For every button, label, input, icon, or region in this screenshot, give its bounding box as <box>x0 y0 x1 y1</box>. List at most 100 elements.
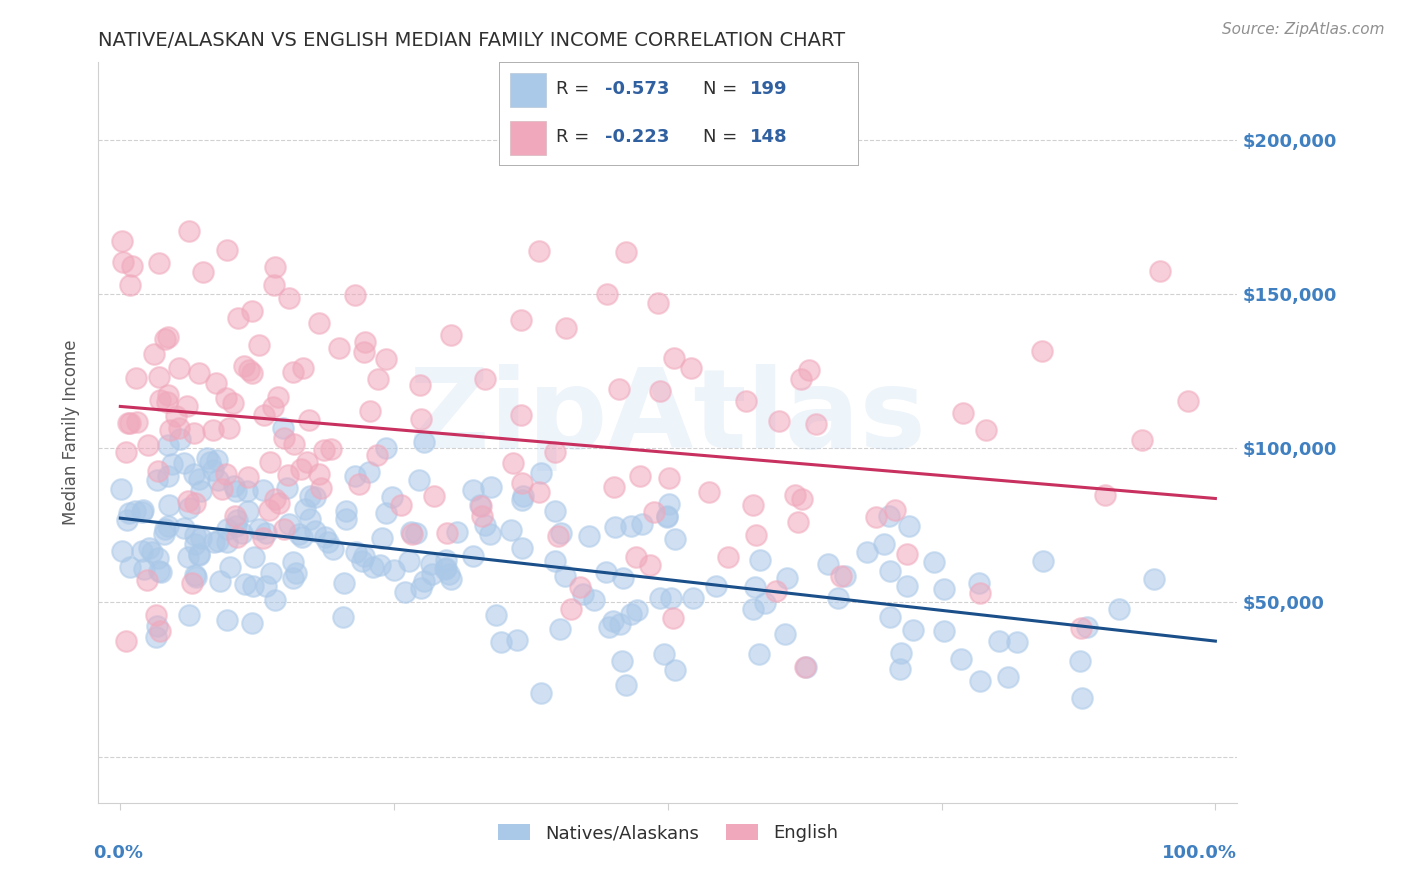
Point <box>530 686 553 700</box>
Point <box>135 573 157 587</box>
Point <box>299 490 322 504</box>
Point <box>149 624 172 639</box>
Point <box>512 489 534 503</box>
Point <box>191 265 214 279</box>
Point <box>157 388 180 402</box>
Point <box>897 518 920 533</box>
Point <box>252 483 274 497</box>
Point <box>252 408 274 422</box>
Point <box>156 437 179 451</box>
Point <box>679 360 702 375</box>
Point <box>568 580 591 594</box>
Point <box>794 659 817 673</box>
Point <box>610 654 633 668</box>
Point <box>374 441 396 455</box>
Point <box>434 553 457 567</box>
Point <box>294 502 316 516</box>
Point <box>748 648 770 662</box>
Point <box>304 524 326 538</box>
Point <box>408 473 430 487</box>
Point <box>361 559 384 574</box>
Point <box>650 384 672 398</box>
Point <box>160 457 183 471</box>
Point <box>544 554 567 568</box>
Point <box>277 291 299 305</box>
Point <box>240 304 263 318</box>
Point <box>638 558 661 572</box>
Point <box>347 477 370 491</box>
Point <box>202 535 225 549</box>
Point <box>328 341 350 355</box>
Point <box>291 530 314 544</box>
Point <box>201 463 224 477</box>
Point <box>148 564 170 578</box>
Point <box>1149 264 1171 278</box>
Point <box>127 415 149 429</box>
Point <box>879 610 901 624</box>
Point <box>411 581 433 595</box>
Point <box>344 469 367 483</box>
Text: N =: N = <box>703 80 744 98</box>
Point <box>399 525 422 540</box>
Point <box>872 536 894 550</box>
Point <box>304 490 326 504</box>
Point <box>697 485 720 500</box>
Point <box>412 574 434 589</box>
Point <box>658 470 681 484</box>
Point <box>797 363 820 377</box>
Point <box>111 543 134 558</box>
Point <box>865 510 887 524</box>
Point <box>997 670 1019 684</box>
Point <box>184 528 207 542</box>
Point <box>1031 343 1053 358</box>
Point <box>544 504 567 518</box>
Point <box>485 607 508 622</box>
Point <box>181 575 204 590</box>
Point <box>499 524 522 538</box>
Point <box>609 617 631 632</box>
Point <box>969 674 991 689</box>
Point <box>148 255 170 269</box>
Point <box>509 408 531 422</box>
Point <box>159 423 181 437</box>
Point <box>626 550 648 565</box>
Point <box>367 372 389 386</box>
Point <box>225 513 247 527</box>
Point <box>153 522 176 536</box>
Point <box>987 633 1010 648</box>
Point <box>682 591 704 605</box>
Point <box>218 421 240 435</box>
Point <box>157 519 180 533</box>
Point <box>596 287 619 301</box>
Point <box>167 361 190 376</box>
Text: 0.0%: 0.0% <box>93 844 143 862</box>
Text: ZipAtlas: ZipAtlas <box>409 364 927 471</box>
Point <box>184 537 207 551</box>
Point <box>742 499 765 513</box>
Point <box>394 585 416 599</box>
Point <box>1005 635 1028 649</box>
Point <box>793 660 815 674</box>
Point <box>167 421 190 435</box>
Point <box>335 511 357 525</box>
Point <box>200 455 222 469</box>
Point <box>177 550 200 565</box>
Point <box>308 316 330 330</box>
Point <box>273 431 295 445</box>
Point <box>283 365 305 379</box>
Point <box>190 532 212 546</box>
Point <box>371 531 394 545</box>
Point <box>226 311 249 326</box>
Point <box>292 361 315 376</box>
Point <box>787 516 810 530</box>
Point <box>790 372 813 386</box>
Point <box>202 424 225 438</box>
Point <box>335 503 357 517</box>
Point <box>603 520 626 534</box>
Point <box>221 396 243 410</box>
Text: R =: R = <box>557 128 596 146</box>
Point <box>231 525 253 540</box>
Point <box>277 516 299 531</box>
Point <box>664 664 686 678</box>
Point <box>211 482 233 496</box>
